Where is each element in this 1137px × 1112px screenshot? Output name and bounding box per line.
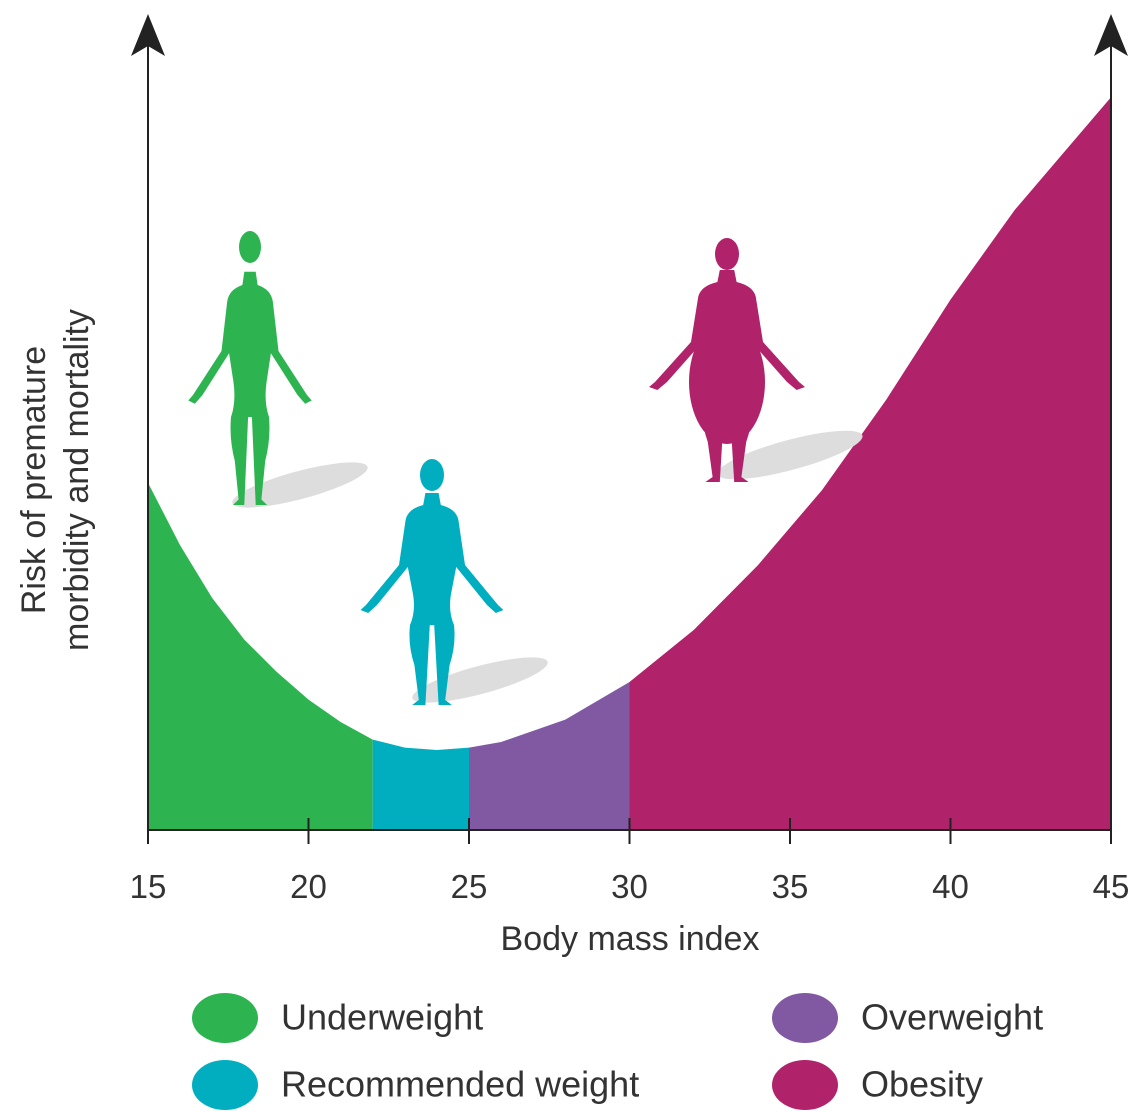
shadow [412, 657, 548, 703]
figures [188, 231, 863, 705]
legend-label: Obesity [861, 1064, 983, 1105]
x-tick-label: 25 [451, 868, 488, 905]
x-tick-label: 40 [932, 868, 969, 905]
legend-label: Recommended weight [281, 1064, 639, 1105]
band-area [148, 482, 373, 830]
band-area [469, 682, 630, 830]
x-axis-label: Body mass index [501, 920, 760, 958]
shadow [717, 430, 863, 480]
y-axis-label: morbidity and mortality [58, 309, 96, 651]
axis-arrow [131, 14, 165, 56]
axis-arrow [1094, 14, 1128, 56]
band-area [372, 739, 469, 830]
x-tick-label: 15 [130, 868, 167, 905]
band-area [629, 97, 1111, 830]
x-tick-label: 45 [1093, 868, 1130, 905]
legend-label: Underweight [281, 997, 483, 1038]
x-tick-label: 35 [772, 868, 809, 905]
legend-swatch [192, 1060, 258, 1110]
figure-recommended [360, 459, 504, 705]
figure-underweight [188, 231, 312, 505]
x-tick-label: 20 [290, 868, 327, 905]
figure-obesity [649, 238, 805, 482]
y-axis-label: Risk of premature [15, 346, 53, 614]
legend-swatch [772, 993, 838, 1043]
x-tick-label: 30 [611, 868, 648, 905]
legend-swatch [192, 993, 258, 1043]
legend-swatch [772, 1060, 838, 1110]
plot-area [148, 97, 1111, 830]
shadow [232, 462, 368, 508]
legend-label: Overweight [861, 997, 1043, 1038]
